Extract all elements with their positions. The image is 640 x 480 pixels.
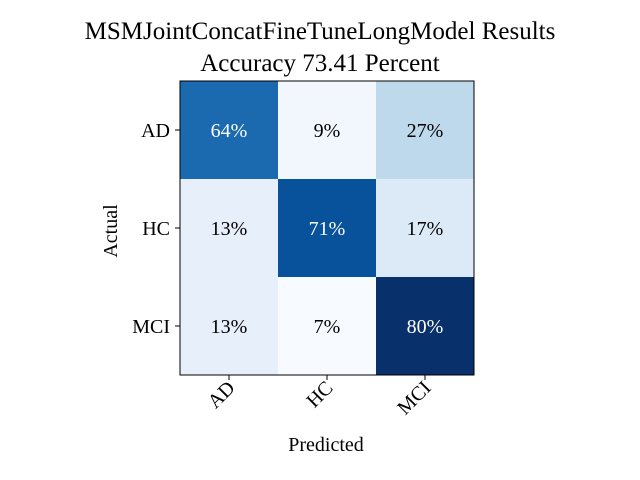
x-tick-label: MCI — [393, 377, 435, 419]
x-axis-ticks: AD HC MCI — [204, 375, 436, 419]
cell-value-label: 80% — [407, 316, 444, 338]
heatmap-cell — [376, 81, 474, 179]
cell-value-label: 27% — [407, 120, 444, 142]
y-tick-label: AD — [141, 120, 170, 142]
y-tick-label: HC — [142, 218, 170, 240]
chart-title: MSMJointConcatFineTuneLongModel Results — [84, 18, 556, 45]
heatmap-cell — [376, 277, 474, 375]
cell-value-label: 13% — [211, 316, 248, 338]
x-axis-label: Predicted — [288, 434, 364, 456]
cell-value-label: 17% — [407, 218, 444, 240]
y-axis-label: Actual — [100, 204, 122, 258]
y-tick-label: MCI — [132, 316, 170, 338]
heatmap-cell — [180, 81, 278, 179]
heatmap-cell — [278, 277, 376, 375]
y-axis-ticks: AD HC MCI — [132, 120, 180, 338]
heatmap-cell-labels: 64% 9% 27% 13% 71% 17% 13% 7% 80% — [211, 120, 444, 338]
heatmap-cell — [180, 277, 278, 375]
heatmap-cell — [278, 81, 376, 179]
heatmap-cell — [376, 179, 474, 277]
heatmap-cells — [180, 81, 474, 375]
cell-value-label: 64% — [211, 120, 248, 142]
cell-value-label: 9% — [314, 120, 341, 142]
chart-subtitle: Accuracy 73.41 Percent — [200, 50, 440, 77]
cell-value-label: 7% — [314, 316, 341, 338]
heatmap-cell — [180, 179, 278, 277]
heatmap-cell — [278, 179, 376, 277]
cell-value-label: 71% — [309, 218, 346, 240]
cell-value-label: 13% — [211, 218, 248, 240]
x-tick-label: HC — [302, 377, 337, 412]
x-tick-label: AD — [204, 377, 240, 413]
